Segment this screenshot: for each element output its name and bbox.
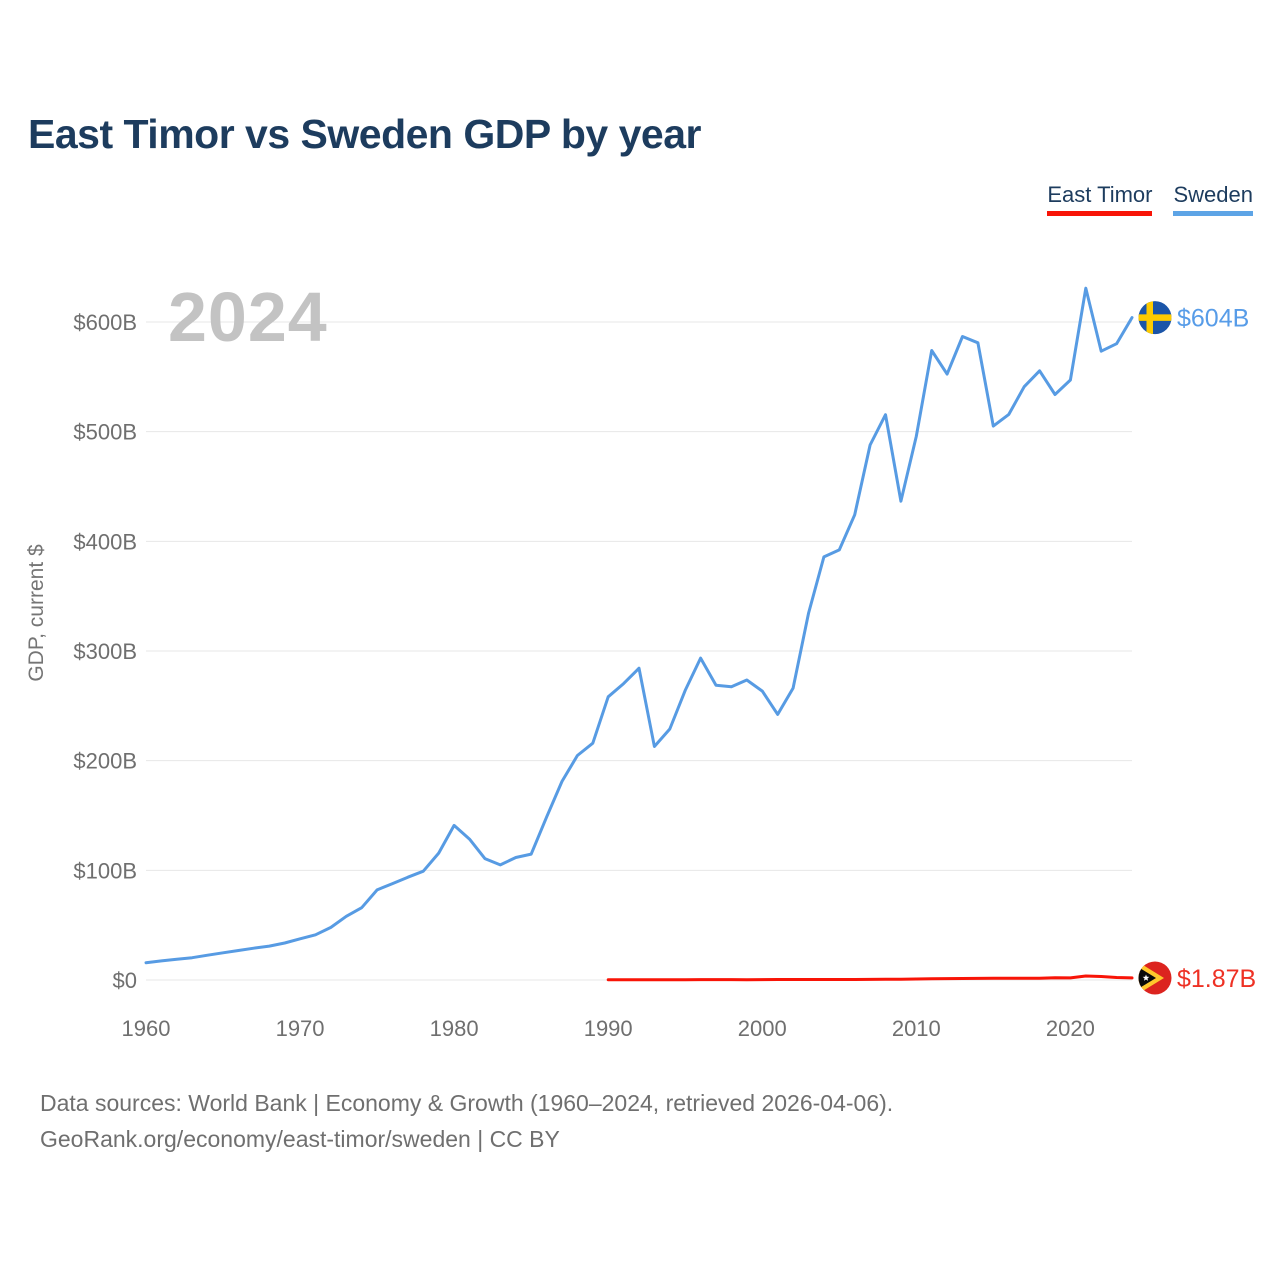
east-timor-line xyxy=(606,974,1134,982)
y-tick-label: $200B xyxy=(73,749,137,774)
footer-attribution: Data sources: World Bank | Economy & Gro… xyxy=(40,1085,893,1157)
x-tick-label: 2000 xyxy=(738,1016,787,1041)
legend-item-east-timor[interactable]: East Timor xyxy=(1047,182,1153,217)
y-tick-label: $400B xyxy=(73,529,137,554)
sweden-flag-icon xyxy=(1138,301,1172,335)
sweden-line xyxy=(144,286,1134,965)
gridlines xyxy=(146,321,1132,981)
y-tick-label: $500B xyxy=(73,420,137,445)
x-axis-tick-labels: 1960 1970 1980 1990 2000 2010 2020 xyxy=(122,1016,1095,1041)
x-tick-label: 1970 xyxy=(276,1016,325,1041)
y-axis-title: GDP, current $ xyxy=(25,544,48,682)
east-timor-end-value-label: $1.87B xyxy=(1177,965,1256,993)
x-tick-label: 1990 xyxy=(584,1016,633,1041)
east-timor-flag-icon xyxy=(1138,961,1172,995)
chart-year-watermark: 2024 xyxy=(168,278,328,356)
y-tick-label: $100B xyxy=(73,858,137,883)
legend: East Timor Sweden xyxy=(1047,182,1253,217)
x-tick-label: 2010 xyxy=(892,1016,941,1041)
y-tick-label: $600B xyxy=(73,310,137,335)
y-tick-label: $0 xyxy=(113,968,137,993)
x-tick-label: 1980 xyxy=(430,1016,479,1041)
x-tick-label: 2020 xyxy=(1046,1016,1095,1041)
y-axis-tick-labels: $0 $100B $200B $300B $400B $500B $600B xyxy=(73,310,137,993)
legend-item-sweden[interactable]: Sweden xyxy=(1173,182,1253,217)
footer-data-sources: Data sources: World Bank | Economy & Gro… xyxy=(40,1090,894,1116)
series-lines xyxy=(144,286,1134,982)
sweden-end-value-label: $604B xyxy=(1177,305,1249,333)
y-tick-label: $300B xyxy=(73,639,137,664)
page-title: East Timor vs Sweden GDP by year xyxy=(28,111,701,157)
footer-url-license: GeoRank.org/economy/east-timor/sweden | … xyxy=(40,1126,560,1152)
x-tick-label: 1960 xyxy=(122,1016,171,1041)
